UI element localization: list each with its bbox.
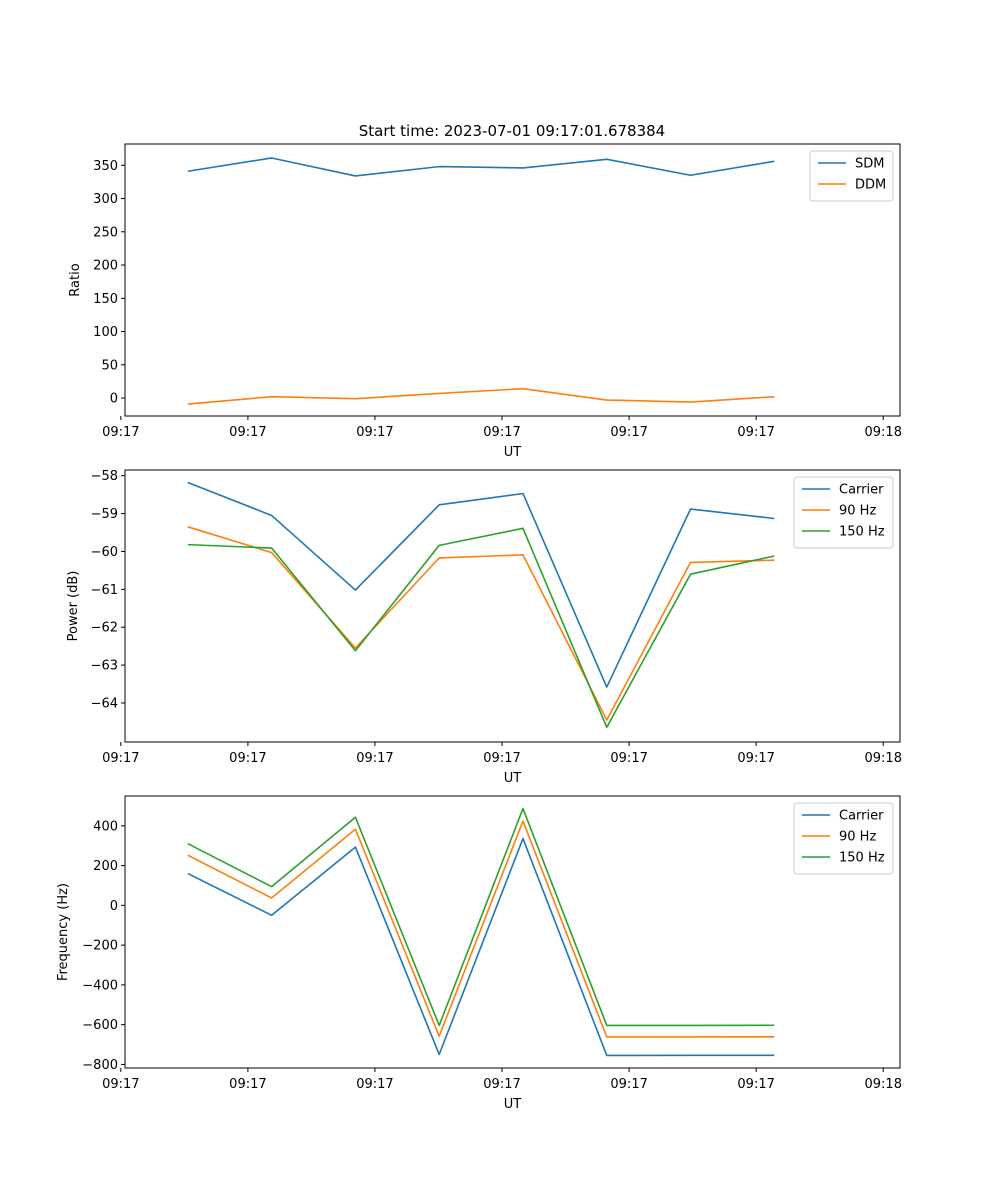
y-tick-label: −61 <box>91 583 118 598</box>
x-tick-label: 09:17 <box>737 1077 774 1092</box>
subplot-3: 09:17 09:17 09:17 09:17 09:17 09:17 09:18 −800 −… <box>56 795 902 1112</box>
y-tick-label: −400 <box>82 978 118 993</box>
x-tick-label: 09:17 <box>356 751 393 766</box>
series-line-90-hz <box>187 820 775 1038</box>
x-tick-label: 09:17 <box>229 1077 266 1092</box>
legend: Carrier 90 Hz 150 Hz <box>793 802 894 875</box>
legend: SDM DDM <box>809 150 894 202</box>
y-axis-label: Power (dB) <box>66 571 81 642</box>
y-tick-label: 100 <box>93 325 118 340</box>
series-line-150-hz <box>187 807 775 1027</box>
subplot-1: 09:17 09:17 09:17 09:17 09:17 09:17 09:18 0 50 10… <box>68 143 902 460</box>
series-line-150-hz <box>187 527 775 729</box>
series-line-carrier <box>187 481 775 688</box>
y-tick-label: 200 <box>93 859 118 874</box>
x-tick-label: 09:18 <box>865 425 902 440</box>
y-tick-label: 350 <box>93 159 118 174</box>
legend-label: 150 Hz <box>839 851 885 866</box>
x-axis-label: UT <box>504 771 522 786</box>
legend-label: Carrier <box>839 483 884 498</box>
legend-label: SDM <box>855 157 884 172</box>
x-tick-label: 09:17 <box>356 425 393 440</box>
y-tick-label: 250 <box>93 225 118 240</box>
y-tick-label: −58 <box>91 469 118 484</box>
x-tick-label: 09:17 <box>483 1077 520 1092</box>
y-tick-label: −59 <box>91 507 118 522</box>
x-axis-label: UT <box>504 1097 522 1112</box>
y-tick-label: 0 <box>110 899 118 914</box>
y-tick-label: 0 <box>110 392 118 407</box>
y-tick-label: −600 <box>82 1018 118 1033</box>
x-tick-label: 09:18 <box>865 751 902 766</box>
y-axis-label: Ratio <box>68 263 83 296</box>
y-tick-label: −62 <box>91 621 118 636</box>
y-tick-label: −64 <box>91 696 118 711</box>
legend-label: 150 Hz <box>839 525 885 540</box>
x-tick-label: 09:17 <box>737 751 774 766</box>
series-line-ddm <box>187 387 775 405</box>
figure-title: Start time: 2023-07-01 09:17:01.678384 <box>359 122 665 140</box>
axes-frame <box>124 795 901 1069</box>
x-tick-label: 09:17 <box>483 751 520 766</box>
y-tick-label: −63 <box>91 659 118 674</box>
x-tick-label: 09:17 <box>102 751 139 766</box>
x-tick-label: 09:17 <box>356 1077 393 1092</box>
subplot-2: 09:17 09:17 09:17 09:17 09:17 09:17 09:18 −64 −6… <box>66 469 902 786</box>
legend-label: 90 Hz <box>839 504 876 519</box>
x-tick-label: 09:17 <box>610 1077 647 1092</box>
legend-label: DDM <box>855 178 886 193</box>
y-tick-label: 200 <box>93 259 118 274</box>
x-tick-label: 09:17 <box>102 425 139 440</box>
axes-frame <box>124 143 901 417</box>
series-line-carrier <box>187 837 775 1057</box>
y-tick-label: 300 <box>93 192 118 207</box>
series-line-sdm <box>187 157 775 177</box>
y-tick-label: −800 <box>82 1058 118 1073</box>
y-tick-label: 400 <box>93 819 118 834</box>
x-axis-label: UT <box>504 445 522 460</box>
x-tick-label: 09:17 <box>229 751 266 766</box>
x-tick-label: 09:17 <box>737 425 774 440</box>
x-tick-label: 09:17 <box>229 425 266 440</box>
series-line-90-hz <box>187 526 775 721</box>
legend-label: 90 Hz <box>839 830 876 845</box>
axes-frame <box>124 469 901 743</box>
x-tick-label: 09:18 <box>865 1077 902 1092</box>
y-tick-label: 150 <box>93 292 118 307</box>
y-tick-label: 50 <box>101 358 118 373</box>
y-tick-label: −200 <box>82 939 118 954</box>
legend-label: Carrier <box>839 809 884 824</box>
x-tick-label: 09:17 <box>610 425 647 440</box>
x-tick-label: 09:17 <box>483 425 520 440</box>
x-tick-label: 09:17 <box>102 1077 139 1092</box>
y-axis-label: Frequency (Hz) <box>56 883 71 981</box>
y-tick-label: −60 <box>91 545 118 560</box>
x-tick-label: 09:17 <box>610 751 647 766</box>
legend: Carrier 90 Hz 150 Hz <box>793 476 894 549</box>
